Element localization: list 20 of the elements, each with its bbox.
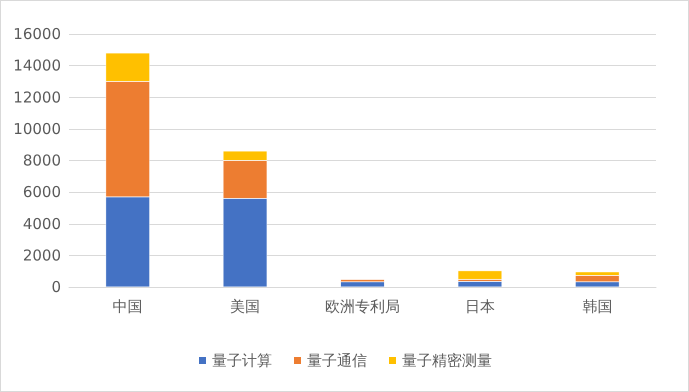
y-tick-label: 0 <box>51 278 61 296</box>
x-tick-label: 中国 <box>112 298 143 316</box>
legend-label: 量子精密测量 <box>402 352 492 370</box>
y-tick-label: 4000 <box>22 214 61 233</box>
x-tick-label: 韩国 <box>582 298 612 316</box>
y-tick-label: 6000 <box>22 183 61 202</box>
y-tick-label: 14000 <box>13 56 61 75</box>
x-tick-label: 日本 <box>464 298 495 316</box>
y-tick-label: 16000 <box>13 25 61 43</box>
x-tick-label: 美国 <box>230 298 260 316</box>
y-tick-label: 10000 <box>13 120 61 138</box>
bar <box>340 282 384 287</box>
bar <box>458 270 502 280</box>
y-tick-label: 8000 <box>22 152 61 170</box>
y-tick-label: 2000 <box>22 246 61 264</box>
x-tick-label: 欧洲专利局 <box>325 298 400 316</box>
bar <box>458 281 502 287</box>
legend-label: 量子计算 <box>212 352 272 370</box>
legend-label: 量子通信 <box>307 352 367 370</box>
y-tick-label: 12000 <box>13 88 61 106</box>
